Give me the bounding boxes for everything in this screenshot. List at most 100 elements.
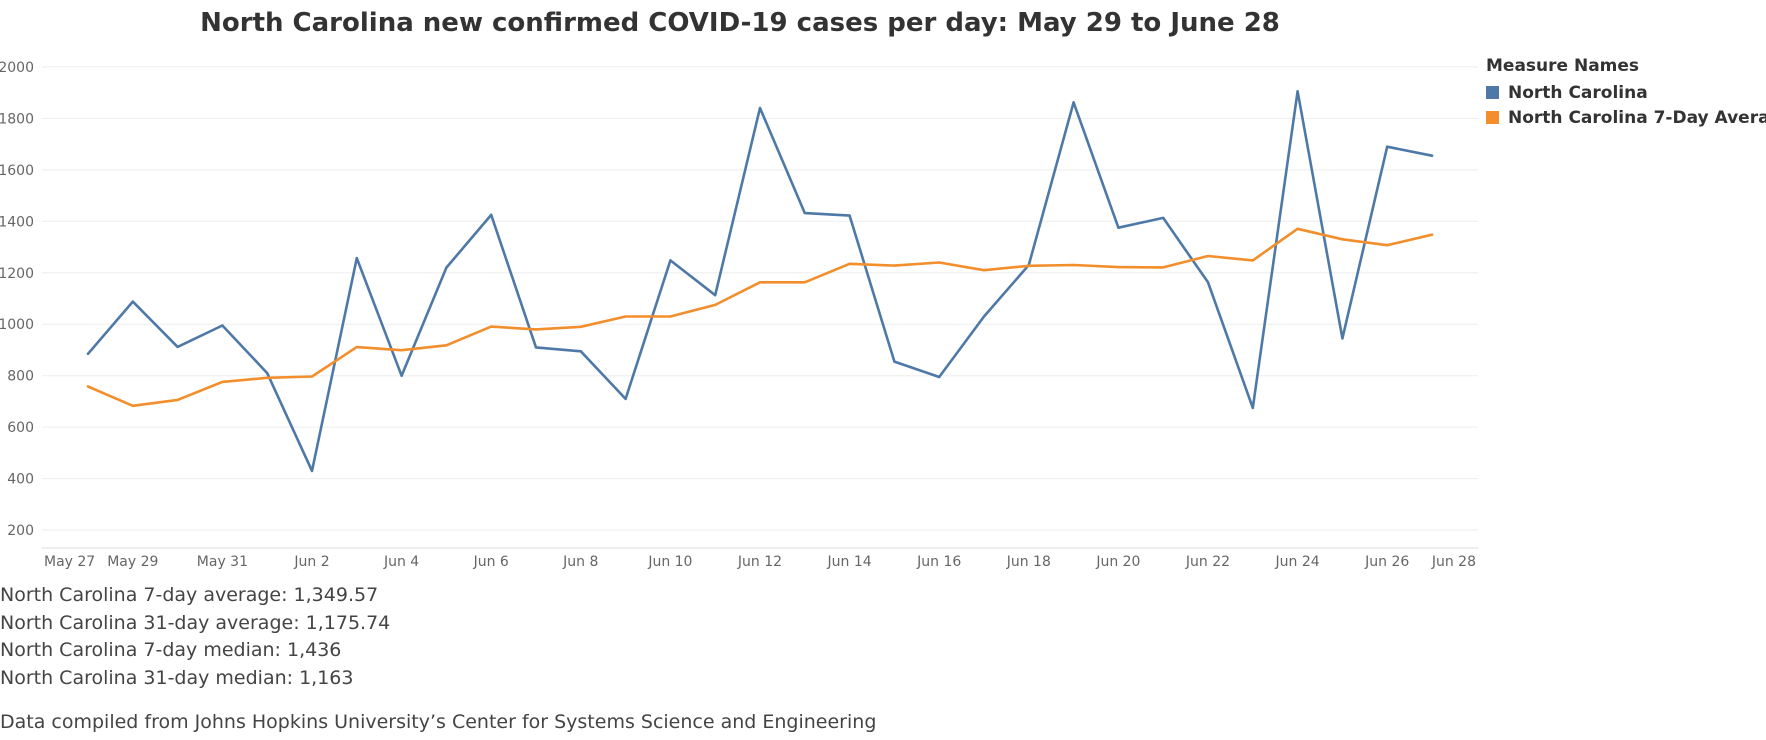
data-point-north-carolina-3 xyxy=(176,345,179,349)
legend: Measure Names North Carolina North Carol… xyxy=(1486,56,1766,130)
y-tick-label-1800: 1800 xyxy=(0,111,34,127)
legend-title: Measure Names xyxy=(1486,56,1640,76)
data-point-north-carolina-7-day-average-17 xyxy=(803,281,806,284)
data-point-north-carolina-7-day-average-28 xyxy=(1296,227,1299,230)
data-point-north-carolina-7-day-average-15 xyxy=(714,303,717,307)
data-point-north-carolina-26 xyxy=(1206,281,1210,284)
data-point-north-carolina-20 xyxy=(938,375,941,379)
x-tick-label-jun-24: Jun 24 xyxy=(1275,554,1320,570)
data-point-north-carolina-1 xyxy=(86,352,90,356)
y-tick-label-1200: 1200 xyxy=(0,266,34,282)
data-point-north-carolina-25 xyxy=(1162,216,1165,220)
data-point-north-carolina-31 xyxy=(1430,154,1434,157)
data-point-north-carolina-7-day-average-3 xyxy=(176,398,179,402)
data-point-north-carolina-7-day-average-26 xyxy=(1206,254,1210,258)
x-tick-label-jun-2: Jun 2 xyxy=(293,554,329,570)
data-point-north-carolina-7-day-average-2 xyxy=(131,404,134,408)
legend-item-7-day-average[interactable]: North Carolina 7-Day Average xyxy=(1486,105,1766,130)
y-tick-label-1000: 1000 xyxy=(0,317,34,333)
data-point-north-carolina-7-day-average-9 xyxy=(445,344,448,347)
chart-title: North Carolina new confirmed COVID-19 ca… xyxy=(200,8,1280,38)
data-point-north-carolina-7-day-average-5 xyxy=(266,376,269,379)
data-point-north-carolina-7-day-average-13 xyxy=(624,315,627,318)
data-point-north-carolina-10 xyxy=(490,213,493,217)
x-tick-label-may-29: May 29 xyxy=(107,554,158,570)
data-point-north-carolina-7-day-average-14 xyxy=(669,315,672,318)
line-chart: 200 400 600 800 1000 1200 1400 1600 1800 2000 May … xyxy=(0,60,1478,570)
data-point-north-carolina-7-day-average-19 xyxy=(893,264,896,267)
data-point-north-carolina-12 xyxy=(579,350,582,353)
data-point-north-carolina-15 xyxy=(714,293,717,297)
data-point-north-carolina-7-day-average-23 xyxy=(1072,263,1075,267)
data-point-north-carolina-7-day-average-30 xyxy=(1386,244,1389,247)
data-point-north-carolina-9 xyxy=(445,266,448,269)
data-point-north-carolina-7-day-average-31 xyxy=(1430,233,1434,236)
data-point-north-carolina-28 xyxy=(1296,90,1299,93)
x-tick-label-may-27: May 27 xyxy=(44,554,95,570)
data-point-north-carolina-7-day-average-12 xyxy=(579,325,582,329)
data-point-north-carolina-17 xyxy=(803,211,806,215)
data-point-north-carolina-27 xyxy=(1251,406,1255,410)
data-point-north-carolina-7-day-average-6 xyxy=(310,375,314,378)
x-tick-label-jun-14: Jun 14 xyxy=(827,554,872,570)
x-tick-label-may-31: May 31 xyxy=(197,554,248,570)
data-point-north-carolina-7-day-average-21 xyxy=(982,268,986,272)
x-tick-label-jun-8: Jun 8 xyxy=(562,554,598,570)
legend-label-north-carolina: North Carolina xyxy=(1508,82,1648,103)
data-point-north-carolina-7-day-average-7 xyxy=(355,345,358,349)
x-tick-label-jun-20: Jun 20 xyxy=(1095,554,1140,570)
data-point-north-carolina-5 xyxy=(266,371,269,375)
data-point-north-carolina-30 xyxy=(1386,145,1389,148)
data-point-north-carolina-7-day-average-10 xyxy=(490,325,493,328)
legend-item-north-carolina[interactable]: North Carolina xyxy=(1486,80,1766,105)
stat-7-day-median: North Carolina 7-day median: 1,436 xyxy=(0,639,342,661)
data-point-north-carolina-29 xyxy=(1341,337,1344,340)
data-point-north-carolina-7-day-average-25 xyxy=(1162,266,1165,269)
data-point-north-carolina-2 xyxy=(131,300,134,303)
stat-31-day-median: North Carolina 31-day median: 1,163 xyxy=(0,666,354,689)
x-tick-label-jun-16: Jun 16 xyxy=(916,554,961,570)
x-tick-label-jun-22: Jun 22 xyxy=(1185,554,1230,570)
series-line-north-carolina-7-day-average xyxy=(86,227,1434,408)
data-point-north-carolina-7-day-average-24 xyxy=(1117,265,1120,269)
data-point-north-carolina-18 xyxy=(848,214,851,217)
data-point-north-carolina-7-day-average-27 xyxy=(1251,259,1255,262)
x-tick-label-jun-10: Jun 10 xyxy=(647,554,692,570)
legend-label-7-day-average: North Carolina 7-Day Average xyxy=(1508,107,1766,128)
y-tick-label-2000: 2000 xyxy=(0,60,34,76)
data-point-north-carolina-7-day-average-1 xyxy=(86,385,90,388)
data-point-north-carolina-7-day-average-8 xyxy=(400,349,403,352)
stat-7-day-average: North Carolina 7-day average: 1,349.57 xyxy=(0,584,379,606)
data-point-north-carolina-7-day-average-29 xyxy=(1341,238,1344,241)
data-point-north-carolina-6 xyxy=(310,469,314,473)
legend-swatch-7-day-average xyxy=(1486,111,1499,124)
x-tick-label-jun-12: Jun 12 xyxy=(737,554,782,570)
y-tick-label-800: 800 xyxy=(7,369,34,385)
data-point-north-carolina-21 xyxy=(982,315,986,318)
data-point-north-carolina-23 xyxy=(1072,101,1075,104)
data-point-north-carolina-7-day-average-18 xyxy=(848,262,851,265)
data-point-north-carolina-4 xyxy=(221,324,224,327)
stat-31-day-average: North Carolina 31-day average: 1,175.74 xyxy=(0,611,391,634)
x-tick-label-jun-4: Jun 4 xyxy=(383,554,419,570)
x-tick-label-jun-6: Jun 6 xyxy=(473,554,509,570)
data-source-note: Data compiled from Johns Hopkins Univers… xyxy=(0,711,877,733)
data-point-north-carolina-19 xyxy=(893,360,896,363)
legend-swatch-north-carolina xyxy=(1486,86,1499,99)
y-tick-label-200: 200 xyxy=(7,523,34,539)
data-point-north-carolina-7-day-average-4 xyxy=(221,380,224,384)
y-tick-label-400: 400 xyxy=(7,472,34,488)
x-tick-label-jun-28: Jun 28 xyxy=(1431,554,1476,570)
data-point-north-carolina-11 xyxy=(534,346,538,349)
x-tick-label-jun-18: Jun 18 xyxy=(1006,554,1051,570)
data-point-north-carolina-16 xyxy=(758,106,762,110)
data-point-north-carolina-7-day-average-22 xyxy=(1027,264,1031,268)
data-point-north-carolina-7-day-average-20 xyxy=(938,261,941,264)
data-point-north-carolina-8 xyxy=(400,374,403,377)
y-tick-label-1600: 1600 xyxy=(0,163,34,179)
data-point-north-carolina-7-day-average-11 xyxy=(534,328,538,331)
y-tick-label-1400: 1400 xyxy=(0,214,34,230)
data-point-north-carolina-7-day-average-16 xyxy=(758,281,762,284)
data-point-north-carolina-7 xyxy=(355,256,358,260)
data-point-north-carolina-14 xyxy=(669,259,672,262)
